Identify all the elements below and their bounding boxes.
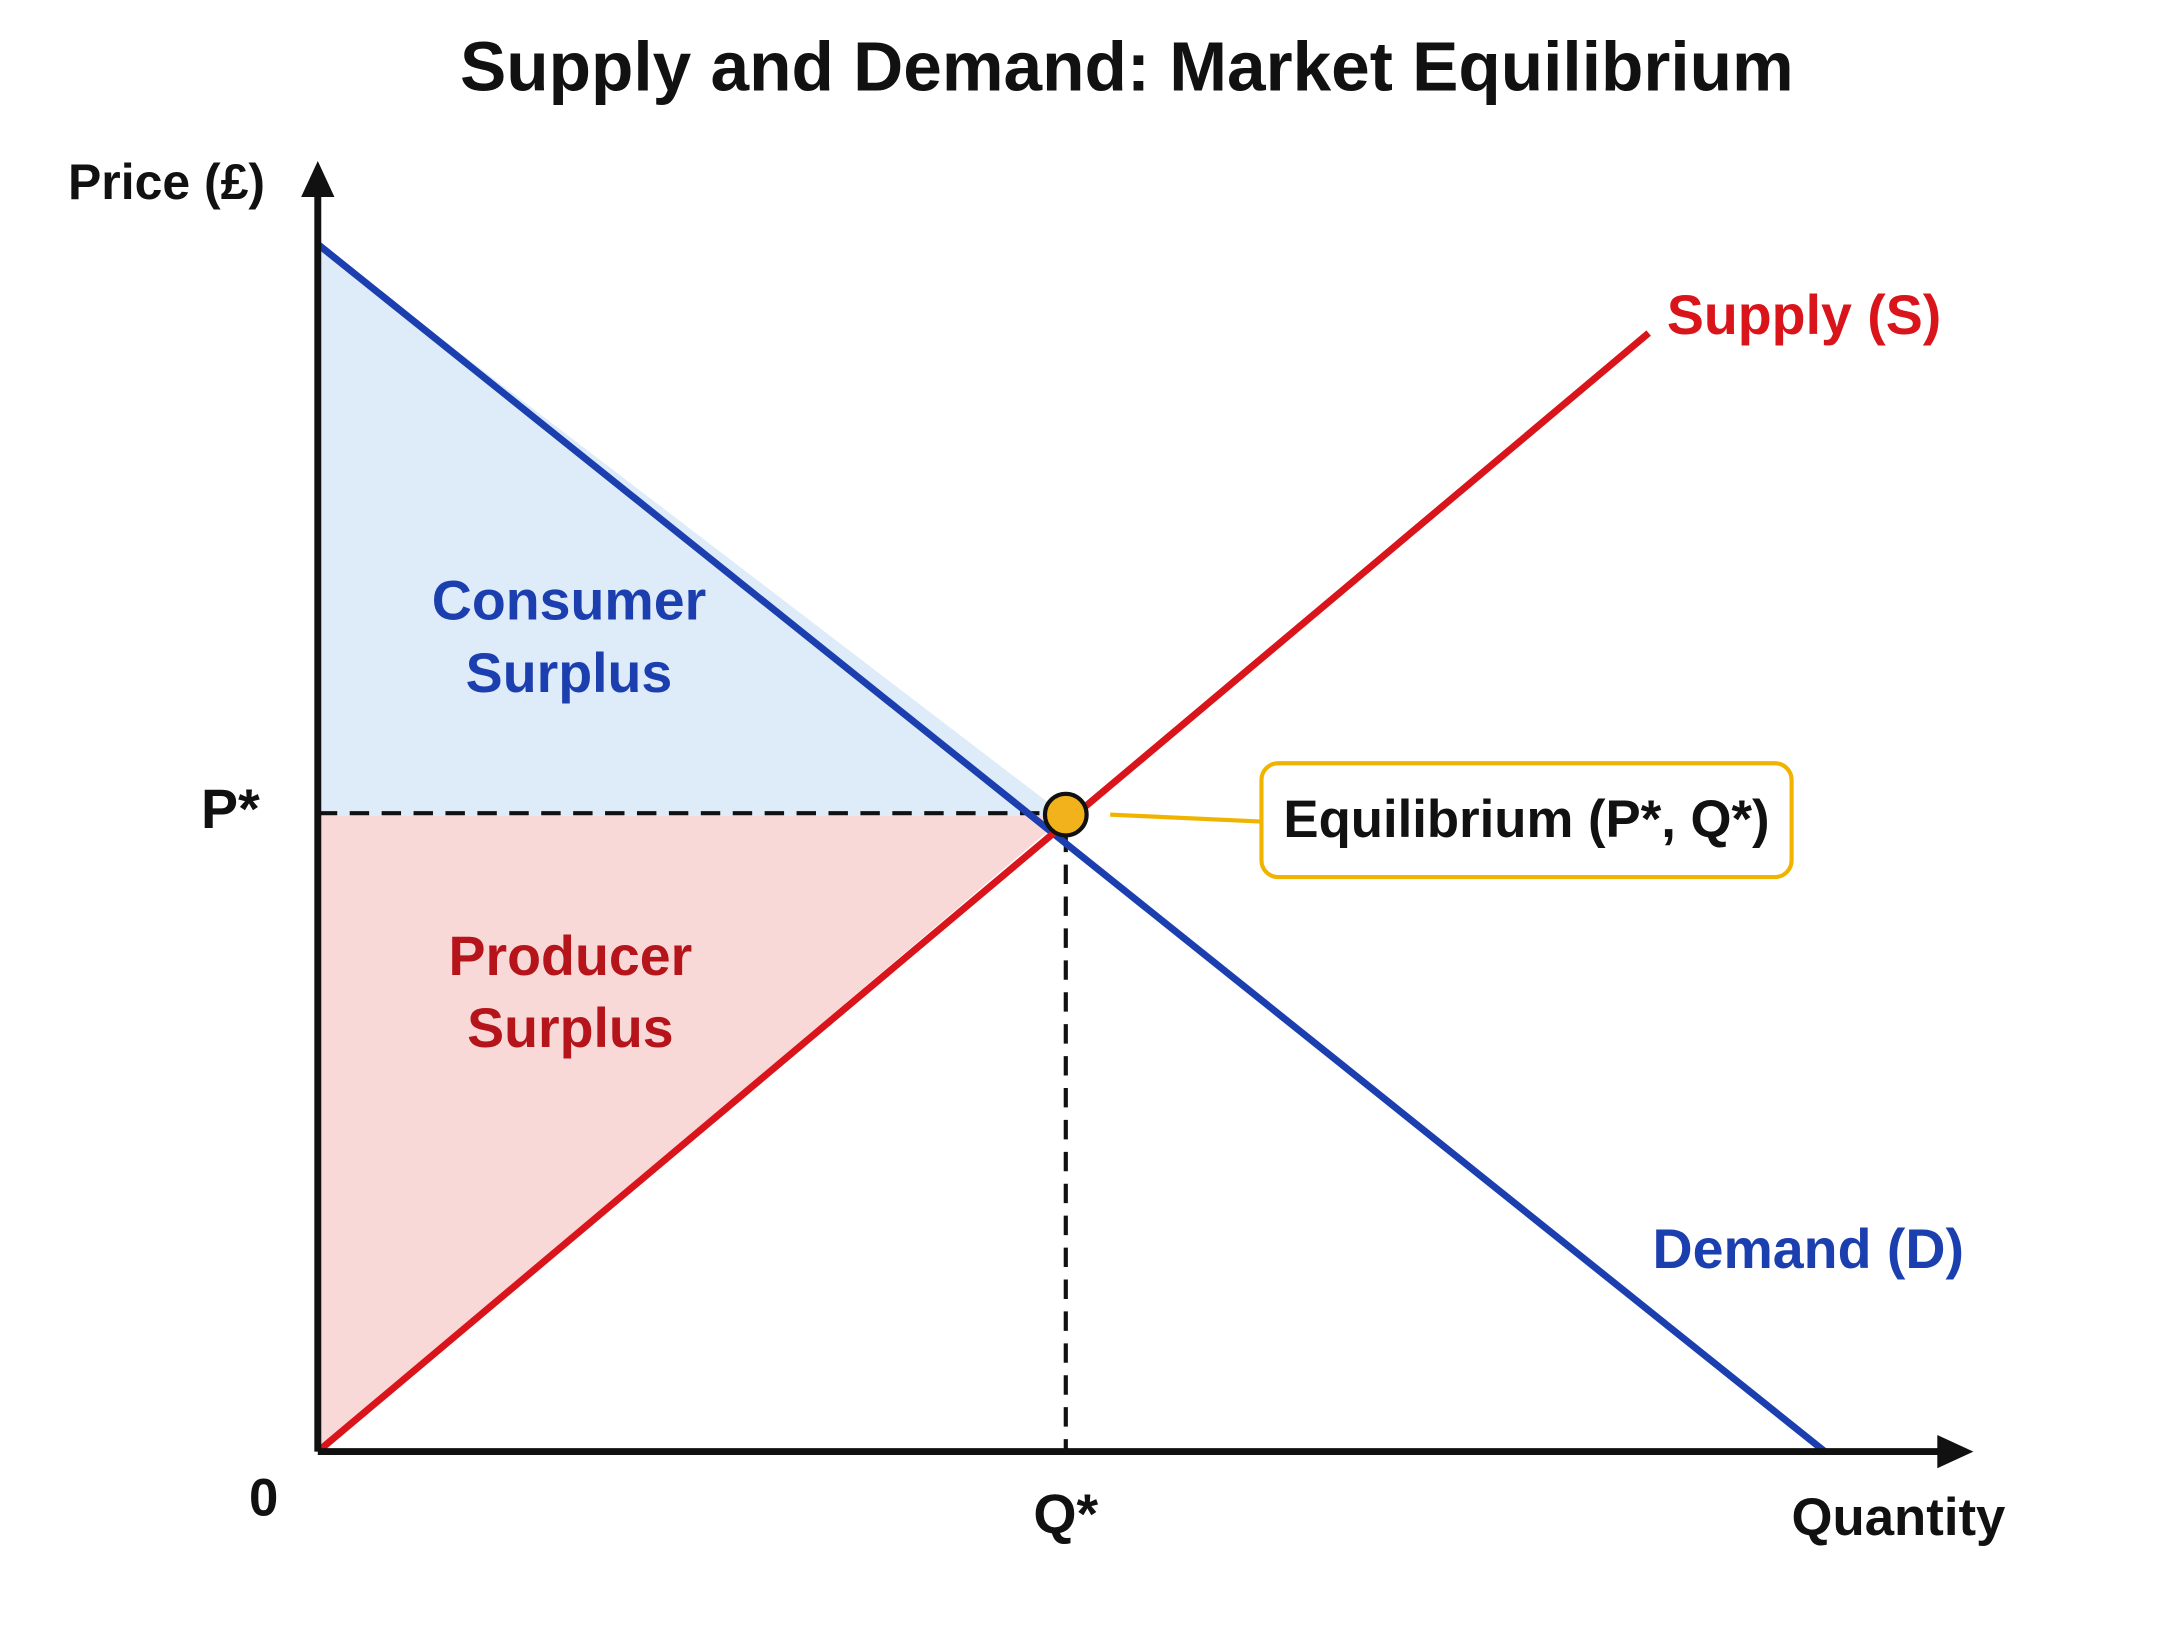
consumer-surplus-label: Surplus bbox=[466, 642, 673, 704]
callout-box bbox=[1259, 761, 1794, 880]
supply-label: Supply (S) bbox=[1667, 284, 1941, 346]
x-axis-label: Quantity bbox=[1792, 1488, 2006, 1547]
title: Supply and Demand: Market Equilibrium bbox=[460, 27, 1794, 105]
y-axis-arrow bbox=[301, 160, 335, 198]
origin-label: 0 bbox=[249, 1468, 278, 1527]
equilibrium-point bbox=[1042, 791, 1089, 838]
y-axis-label: Price (£) bbox=[68, 154, 265, 210]
x-axis-arrow bbox=[1937, 1434, 1974, 1469]
callout-line bbox=[1110, 812, 1262, 824]
producer-surplus-label: Producer bbox=[449, 925, 693, 987]
equilibrium-label: Equilibrium (P*, Q*) bbox=[1283, 790, 1769, 849]
producer-surplus-label: Surplus bbox=[467, 997, 674, 1059]
supply-curve bbox=[315, 330, 1651, 1455]
price-marker: P* bbox=[201, 778, 260, 840]
demand-label: Demand (D) bbox=[1653, 1218, 1964, 1280]
quantity-marker: Q* bbox=[1033, 1483, 1098, 1545]
consumer-surplus-label: Consumer bbox=[432, 570, 706, 632]
demand-curve bbox=[315, 241, 1828, 1455]
consumer-surplus-area bbox=[317, 244, 1066, 817]
